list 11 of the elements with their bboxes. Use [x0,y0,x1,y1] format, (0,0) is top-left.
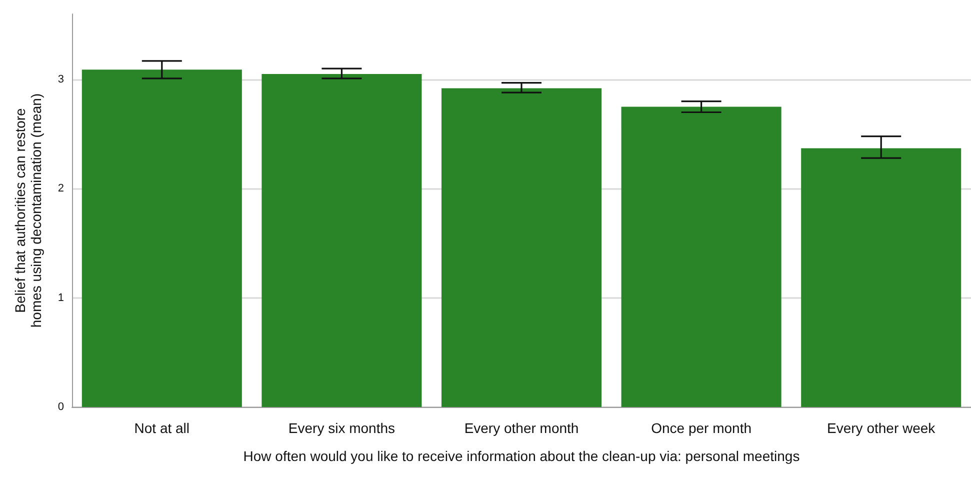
x-tick-label: Once per month [651,420,752,436]
x-axis-title: How often would you like to receive information about the clean-up via: personal meetings [243,448,800,464]
x-tick-label: Not at all [134,420,190,436]
y-axis-title: Belief that authorities can restore homes using decontamination (mean) [12,93,44,328]
x-tick-label: Every six months [288,420,395,436]
y-tick-label: 0 [58,401,64,413]
x-tick-label: Every other week [827,420,936,436]
x-tick-label: Every other month [464,420,579,436]
y-tick-label: 2 [58,182,64,195]
y-tick-label: 1 [58,292,64,304]
y-tick-label: 3 [58,74,64,86]
